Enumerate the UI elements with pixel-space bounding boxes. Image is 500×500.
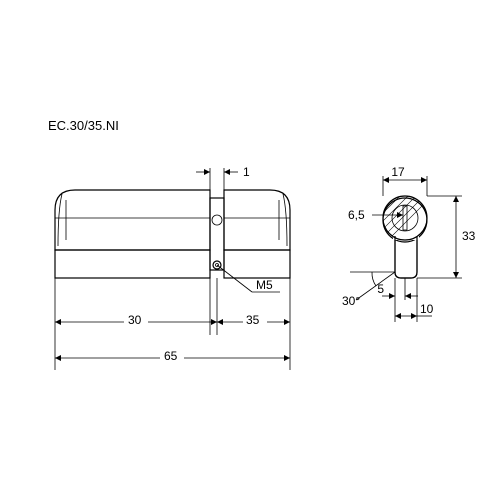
dim-30-value: 30 <box>128 313 142 327</box>
end-view: 17 33 6,5 30° <box>342 165 476 322</box>
dim-30deg: 30° <box>342 272 395 308</box>
dim-5-value: 5 <box>377 282 384 296</box>
callout-m5-label: M5 <box>256 278 273 292</box>
dim-cam-gap-value: 1 <box>243 165 250 179</box>
dim-65-value: 65 <box>164 349 178 363</box>
dim-30: 30 <box>55 312 217 327</box>
drawing-canvas: EC.30/35.NI 1 <box>0 0 500 500</box>
part-number-title: EC.30/35.NI <box>48 118 119 133</box>
dim-17: 17 <box>383 165 427 196</box>
dim-10: 10 <box>395 302 434 319</box>
dim-65: 65 <box>55 348 290 363</box>
dim-6-5-value: 6,5 <box>348 208 365 222</box>
dim-10-value: 10 <box>420 302 434 316</box>
dim-33: 33 <box>417 196 476 278</box>
dim-17-value: 17 <box>391 165 405 179</box>
dim-cam-gap: 1 <box>196 165 250 190</box>
side-view: 1 M5 30 35 <box>55 165 290 370</box>
dim-33-value: 33 <box>462 229 476 243</box>
dim-30deg-value: 30° <box>342 294 360 308</box>
dim-35-value: 35 <box>246 313 260 327</box>
dim-35: 35 <box>217 312 290 327</box>
